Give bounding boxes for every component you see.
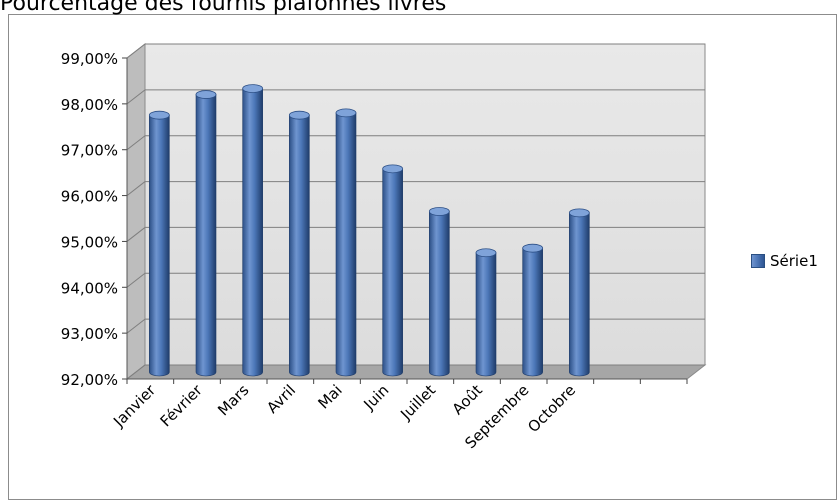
gridline-side [126, 181, 146, 196]
bar-top [382, 164, 404, 174]
bar-juin [382, 164, 404, 377]
gridline-side [126, 364, 146, 380]
y-tick-label: 96,00% [61, 188, 118, 206]
bar-top [475, 248, 497, 258]
bar-body [382, 168, 403, 377]
gridline-side [126, 227, 146, 242]
bar-octobre [568, 208, 590, 377]
x-tick-label: Février [157, 381, 207, 431]
gridline-side [126, 135, 146, 151]
bar-top [522, 243, 544, 253]
y-tick-label: 93,00% [61, 325, 118, 343]
x-tick-label: Mai [314, 381, 345, 412]
bar-body [195, 94, 217, 377]
gridline-side [126, 272, 146, 288]
x-tick-label: Avril [263, 381, 299, 417]
x-tick-label: Juillet [396, 381, 439, 424]
x-tick-label: Mars [214, 381, 252, 419]
bar-février [195, 90, 217, 377]
y-tick-label: 95,00% [61, 233, 118, 251]
bar-top [428, 207, 450, 216]
gridline-side [126, 318, 146, 334]
bar-top [288, 110, 310, 120]
bar-body [569, 212, 590, 377]
y-tick-label: 94,00% [61, 279, 118, 297]
bar-septembre [522, 243, 544, 377]
bar-top [195, 90, 217, 99]
y-tick-label: 99,00% [61, 50, 118, 68]
y-tick-label: 98,00% [61, 96, 118, 114]
legend-swatch [751, 254, 765, 268]
bar-body [335, 112, 357, 377]
bar-janvier [148, 110, 170, 377]
bar-mars [242, 84, 264, 377]
y-tick-label: 97,00% [61, 142, 118, 160]
bar-body [149, 114, 170, 377]
chart-side-wall [126, 42, 146, 381]
x-tick-label: Juin [360, 381, 393, 414]
bar-body [522, 247, 543, 377]
chart-title: Pourcentage des fournis plafonnés livrés [0, 0, 447, 16]
y-tick-label: 92,00% [61, 371, 118, 389]
bar-body [429, 211, 450, 377]
x-tick-label: Août [449, 381, 486, 418]
bar-body [475, 252, 497, 377]
gridline-side [126, 43, 146, 59]
bar-août [475, 248, 497, 377]
bar-avril [288, 110, 310, 377]
bar-top [568, 208, 590, 218]
x-tick-label: Octobre [524, 381, 579, 436]
chart-back-wall [144, 43, 706, 366]
bar-body [289, 114, 310, 377]
gridline-side [126, 89, 146, 105]
bar-top [335, 108, 357, 118]
bar-body [242, 88, 263, 377]
bar-top [148, 110, 170, 120]
bar-mai [335, 108, 357, 377]
bar-juillet [428, 207, 450, 377]
legend-label: Série1 [770, 252, 818, 270]
bar-top [242, 84, 264, 94]
legend: Série1 [751, 252, 818, 270]
